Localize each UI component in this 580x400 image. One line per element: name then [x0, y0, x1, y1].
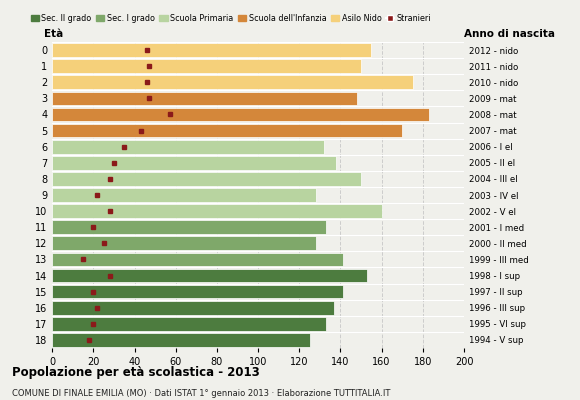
Bar [52, 317, 326, 331]
Text: Età: Età [44, 29, 63, 39]
Bar [52, 188, 316, 202]
Bar [52, 252, 343, 266]
Bar [52, 220, 326, 234]
Bar [52, 59, 361, 73]
Bar [52, 140, 324, 154]
Text: Anno di nascita: Anno di nascita [464, 29, 555, 39]
Bar [52, 43, 371, 57]
Bar [52, 124, 403, 138]
Bar [52, 108, 429, 121]
Bar [52, 236, 316, 250]
Text: COMUNE DI FINALE EMILIA (MO) · Dati ISTAT 1° gennaio 2013 · Elaborazione TUTTITA: COMUNE DI FINALE EMILIA (MO) · Dati ISTA… [12, 389, 390, 398]
Bar [52, 285, 343, 298]
Bar [52, 269, 367, 282]
Bar [52, 172, 361, 186]
Bar [52, 301, 334, 314]
Bar [52, 333, 310, 347]
Bar [52, 156, 336, 170]
Bar [52, 76, 412, 89]
Bar [52, 204, 382, 218]
Text: Popolazione per età scolastica - 2013: Popolazione per età scolastica - 2013 [12, 366, 259, 379]
Legend: Sec. II grado, Sec. I grado, Scuola Primaria, Scuola dell'Infanzia, Asilo Nido, : Sec. II grado, Sec. I grado, Scuola Prim… [27, 11, 434, 26]
Bar [52, 92, 357, 105]
